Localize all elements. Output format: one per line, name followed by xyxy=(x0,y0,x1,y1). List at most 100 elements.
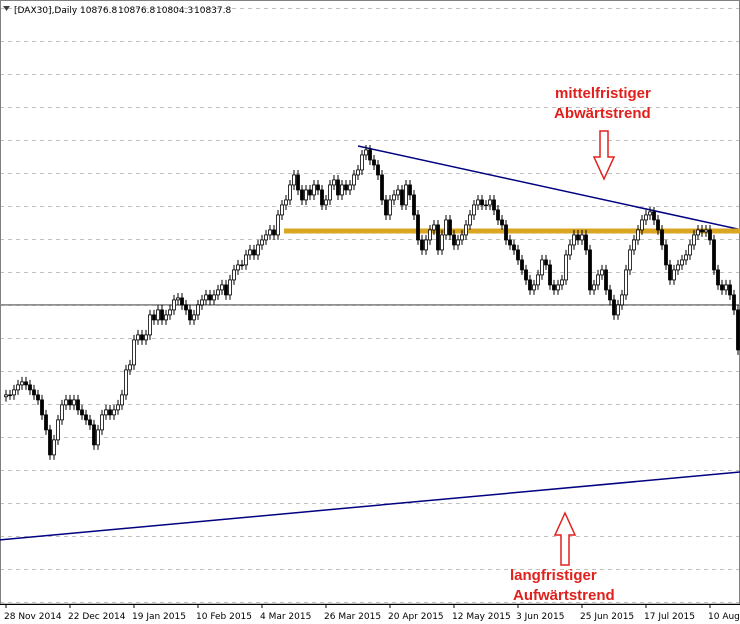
candle-body xyxy=(720,284,724,291)
annotation: Abwärtstrend xyxy=(554,105,651,122)
candle-body xyxy=(404,184,408,206)
candle-body xyxy=(488,199,492,206)
candle-body xyxy=(680,259,684,266)
candle-body xyxy=(504,224,508,241)
candle-body xyxy=(176,297,180,301)
candle-body xyxy=(16,384,20,391)
symbol: [DAX30],Daily xyxy=(14,6,78,16)
candle-body xyxy=(464,224,468,236)
candle-body xyxy=(432,224,436,231)
candle-body xyxy=(600,269,604,276)
candle-body xyxy=(420,239,424,251)
candle-body xyxy=(248,249,252,256)
candle-body xyxy=(448,219,452,236)
candle-body xyxy=(316,184,320,191)
candle-body xyxy=(708,229,712,241)
candle-body xyxy=(644,214,648,221)
candle-body xyxy=(192,314,196,321)
candle-body xyxy=(560,279,564,286)
candle-body xyxy=(308,189,312,196)
candle-body xyxy=(104,409,108,416)
candle-body xyxy=(28,384,32,391)
candle-body xyxy=(120,394,124,406)
candle-body xyxy=(704,229,708,233)
quote-value: 10837.8 xyxy=(194,6,231,16)
candle-body xyxy=(596,274,600,286)
candle-body xyxy=(332,179,336,186)
annotation: langfristiger xyxy=(510,567,597,584)
candle-body xyxy=(392,194,396,201)
candle-body xyxy=(548,264,552,286)
candle-body xyxy=(252,249,256,256)
candle-body xyxy=(592,284,596,291)
candle-body xyxy=(296,174,300,191)
candle-body xyxy=(224,284,228,296)
candle-body xyxy=(648,211,652,216)
candle-body xyxy=(700,229,704,233)
candle-body xyxy=(36,394,40,401)
candle-body xyxy=(268,229,272,236)
quote-value: 10876.8 xyxy=(118,6,155,16)
candle-body xyxy=(584,234,588,251)
candle-body xyxy=(24,381,28,386)
candle-body xyxy=(232,269,236,281)
candle-body xyxy=(344,184,348,191)
x-tick-label: 26 Mar 2015 xyxy=(324,612,381,622)
candle-body xyxy=(196,304,200,316)
candle-body xyxy=(228,279,232,296)
candle-body xyxy=(612,299,616,316)
candle-body xyxy=(572,234,576,246)
candle-body xyxy=(672,269,676,281)
candle-body xyxy=(356,169,360,176)
candle-body xyxy=(340,184,344,196)
candle-body xyxy=(76,399,80,411)
candle-body xyxy=(388,199,392,216)
candle-body xyxy=(724,284,728,291)
candle-body xyxy=(328,184,332,201)
candle-body xyxy=(52,439,56,456)
candle-body xyxy=(348,184,352,191)
candle-body xyxy=(244,254,248,266)
candle-body xyxy=(148,314,152,336)
candle-body xyxy=(688,244,692,256)
candle-body xyxy=(384,199,388,216)
candle-body xyxy=(436,224,440,251)
candle-body xyxy=(8,394,12,397)
candle-body xyxy=(188,309,192,321)
grid xyxy=(0,0,740,604)
annotations: mittelfristiger Abwärtstrend langfristiger… xyxy=(510,85,651,604)
candle-body xyxy=(72,399,76,406)
candle-body xyxy=(212,294,216,301)
candle-body xyxy=(452,234,456,246)
candle-body xyxy=(532,284,536,291)
candle-body xyxy=(280,204,284,216)
candle-body xyxy=(524,269,528,281)
candle-body xyxy=(92,424,96,446)
candle-body xyxy=(48,429,52,456)
candle-body xyxy=(484,204,488,207)
candle-body xyxy=(260,239,264,246)
quote-value: 10804.3 xyxy=(156,6,193,16)
candle-body xyxy=(476,199,480,206)
candle-body xyxy=(552,284,556,291)
candle-body xyxy=(156,309,160,321)
x-tick-label: 25 Jun 2015 xyxy=(580,612,634,622)
candle-body xyxy=(496,209,500,221)
candle-body xyxy=(468,214,472,226)
candle-body xyxy=(444,219,448,236)
candle-body xyxy=(324,199,328,206)
candle-body xyxy=(32,389,36,396)
candle-body xyxy=(516,249,520,261)
candle-body xyxy=(132,339,136,366)
arrow-down xyxy=(592,130,616,181)
candle-body xyxy=(716,269,720,286)
x-tick-label: 4 Mar 2015 xyxy=(260,612,311,622)
candle-body xyxy=(668,264,672,281)
candle-body xyxy=(304,189,308,201)
candle-body xyxy=(408,184,412,196)
candle-body xyxy=(636,229,640,241)
candle-body xyxy=(556,284,560,291)
quote-value: 10876.8 xyxy=(80,6,117,16)
candle-body xyxy=(272,229,276,236)
annotation: Aufwärtstrend xyxy=(513,587,615,604)
